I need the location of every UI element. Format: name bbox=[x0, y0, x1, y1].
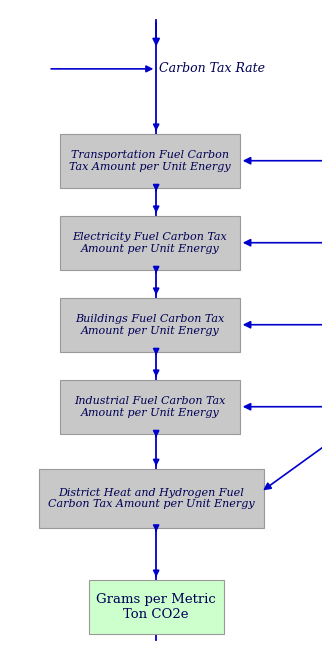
Text: Buildings Fuel Carbon Tax
Amount per Unit Energy: Buildings Fuel Carbon Tax Amount per Uni… bbox=[75, 314, 224, 335]
FancyBboxPatch shape bbox=[60, 298, 240, 352]
Text: Electricity Fuel Carbon Tax
Amount per Unit Energy: Electricity Fuel Carbon Tax Amount per U… bbox=[72, 232, 227, 253]
Text: Carbon Tax Rate: Carbon Tax Rate bbox=[159, 62, 265, 75]
Text: Transportation Fuel Carbon
Tax Amount per Unit Energy: Transportation Fuel Carbon Tax Amount pe… bbox=[69, 150, 231, 171]
FancyBboxPatch shape bbox=[39, 469, 264, 528]
FancyBboxPatch shape bbox=[60, 216, 240, 270]
FancyBboxPatch shape bbox=[60, 380, 240, 434]
Text: Grams per Metric
Ton CO2e: Grams per Metric Ton CO2e bbox=[96, 593, 216, 621]
Text: Industrial Fuel Carbon Tax
Amount per Unit Energy: Industrial Fuel Carbon Tax Amount per Un… bbox=[74, 396, 225, 417]
FancyBboxPatch shape bbox=[89, 580, 224, 634]
Text: District Heat and Hydrogen Fuel
Carbon Tax Amount per Unit Energy: District Heat and Hydrogen Fuel Carbon T… bbox=[48, 488, 255, 509]
FancyBboxPatch shape bbox=[60, 134, 240, 188]
